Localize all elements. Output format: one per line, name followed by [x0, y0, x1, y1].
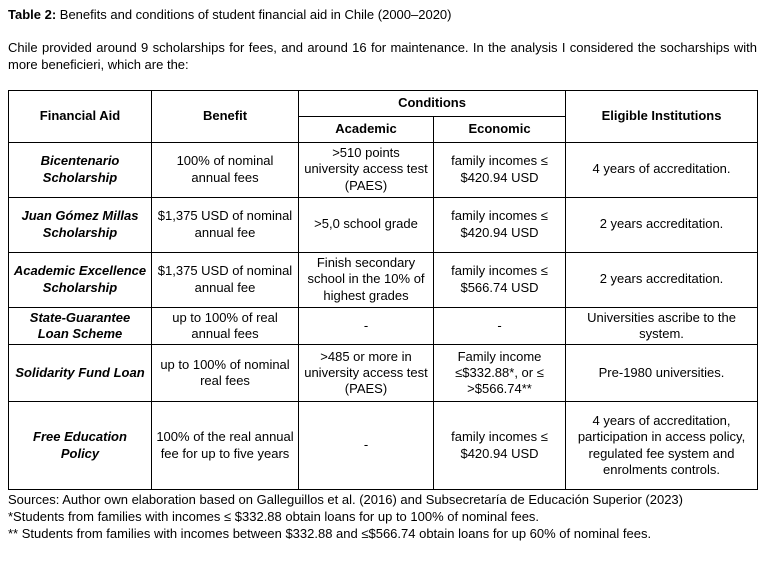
cell-eligible: Universities ascribe to the system.	[565, 306, 759, 345]
header-row-1: Financial Aid Benefit Conditions Eligibl…	[8, 89, 759, 143]
cell-financial-aid: Juan Gómez Millas Scholarship	[8, 196, 152, 253]
header-benefit: Benefit	[151, 89, 299, 143]
table-row-juan-gomez-millas: Juan Gómez Millas Scholarship $1,375 USD…	[8, 196, 759, 253]
table-row-free-education: Free Education Policy 100% of the real a…	[8, 401, 759, 490]
cell-economic: -	[432, 306, 567, 345]
cell-eligible: Pre-1980 universities.	[565, 344, 759, 402]
header-financial-aid: Financial Aid	[8, 89, 152, 143]
cell-financial-aid: Free Education Policy	[8, 401, 152, 490]
financial-aid-table: Financial Aid Benefit Conditions Eligibl…	[8, 89, 759, 490]
intro-paragraph: Chile provided around 9 scholarships for…	[8, 40, 757, 72]
cell-benefit: up to 100% of real annual fees	[151, 306, 299, 345]
cell-benefit: $1,375 USD of nominal annual fee	[151, 196, 299, 253]
footnote-one-asterisk: *Students from families with incomes ≤ $…	[8, 508, 540, 524]
cell-academic: >5,0 school grade	[298, 196, 434, 253]
cell-eligible: 2 years accreditation.	[565, 196, 759, 253]
cell-economic: Family income ≤$332.88*, or ≤ >$566.74**	[432, 344, 567, 402]
cell-academic: -	[298, 306, 434, 345]
header-row-2: Academic Economic	[9, 115, 758, 143]
cell-academic: >510 points university access test (PAES…	[298, 141, 434, 198]
table-notes: Sources: Author own elaboration based on…	[8, 492, 757, 543]
cell-financial-aid: Academic Excellence Scholarship	[8, 251, 152, 308]
cell-academic: -	[298, 401, 434, 490]
cell-economic: family incomes ≤ $420.94 USD	[432, 141, 567, 198]
header-academic: Academic	[298, 115, 434, 143]
cell-economic: family incomes ≤ $420.94 USD	[432, 196, 567, 253]
cell-eligible: 4 years of accreditation, participation …	[565, 401, 759, 490]
table-row-solidarity-fund: Solidarity Fund Loan up to 100% of nomin…	[8, 344, 759, 402]
cell-academic: Finish secondary school in the 10% of hi…	[298, 251, 434, 308]
table-row-academic-excellence: Academic Excellence Scholarship $1,375 U…	[8, 251, 759, 308]
footnote-two-asterisks: ** Students from families with incomes b…	[8, 525, 652, 541]
table-row-state-guarantee: State-Guarantee Loan Scheme up to 100% o…	[8, 306, 759, 345]
table-caption-label: Table 2:	[8, 7, 57, 22]
cell-economic: family incomes ≤ $420.94 USD	[432, 401, 567, 490]
cell-benefit: 100% of nominal annual fees	[151, 141, 299, 198]
cell-financial-aid: State-Guarantee Loan Scheme	[8, 306, 152, 345]
cell-economic: family incomes ≤ $566.74 USD	[432, 251, 567, 308]
table-caption: Table 2: Benefits and conditions of stud…	[8, 7, 757, 23]
cell-financial-aid: Bicentenario Scholarship	[8, 141, 152, 198]
cell-financial-aid: Solidarity Fund Loan	[8, 344, 152, 402]
header-eligible-institutions: Eligible Institutions	[565, 89, 759, 143]
cell-academic: >485 or more in university access test (…	[298, 344, 434, 402]
header-conditions: Conditions	[297, 89, 567, 117]
cell-eligible: 4 years of accreditation.	[565, 141, 759, 198]
cell-benefit: $1,375 USD of nominal annual fee	[151, 251, 299, 308]
cell-eligible: 2 years accreditation.	[565, 251, 759, 308]
sources-note: Sources: Author own elaboration based on…	[8, 492, 683, 507]
header-economic: Economic	[432, 115, 567, 143]
cell-benefit: up to 100% of nominal real fees	[151, 344, 299, 402]
table-caption-text: Benefits and conditions of student finan…	[56, 7, 452, 22]
cell-benefit: 100% of the real annual fee for up to fi…	[151, 401, 299, 490]
table-row-bicentenario: Bicentenario Scholarship 100% of nominal…	[8, 141, 759, 198]
